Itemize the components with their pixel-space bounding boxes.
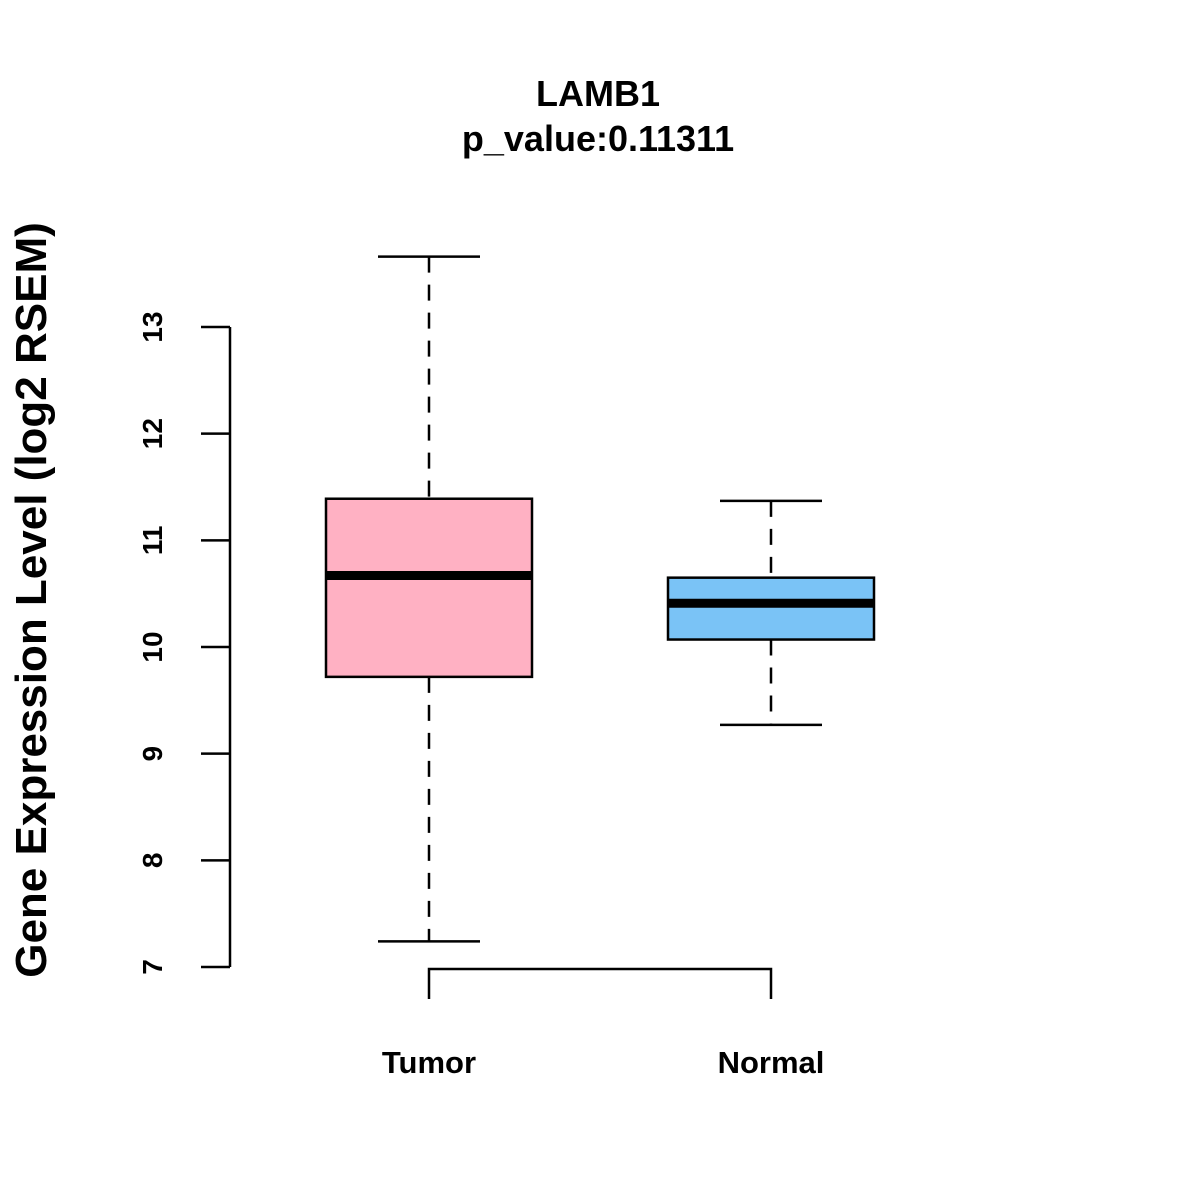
y-axis: 7 8 9 10 11 12 13: [137, 311, 232, 975]
x-tick-label-tumor: Tumor: [382, 1045, 476, 1080]
y-tick-label: 7: [137, 959, 168, 975]
y-tick-label: 10: [137, 631, 168, 662]
y-tick-label: 13: [137, 311, 168, 342]
chart-title: LAMB1: [536, 73, 660, 114]
bracket-line: [427, 967, 773, 999]
y-tick-label: 12: [137, 418, 168, 449]
boxes-group: [324, 255, 876, 943]
box-iqr: [324, 497, 534, 679]
box-tumor: [324, 255, 534, 943]
x-tick-label-normal: Normal: [718, 1045, 825, 1080]
x-axis-labels: Tumor Normal: [382, 1045, 824, 1080]
y-axis-label: Gene Expression Level (log2 RSEM): [7, 222, 56, 978]
comparison-bracket: [427, 967, 773, 999]
y-tick-label: 9: [137, 746, 168, 762]
box-iqr: [666, 576, 876, 641]
y-tick-label: 11: [137, 526, 168, 556]
box-normal: [666, 499, 876, 727]
y-tick-label: 8: [137, 853, 168, 869]
chart-subtitle: p_value:0.11311: [462, 118, 734, 159]
